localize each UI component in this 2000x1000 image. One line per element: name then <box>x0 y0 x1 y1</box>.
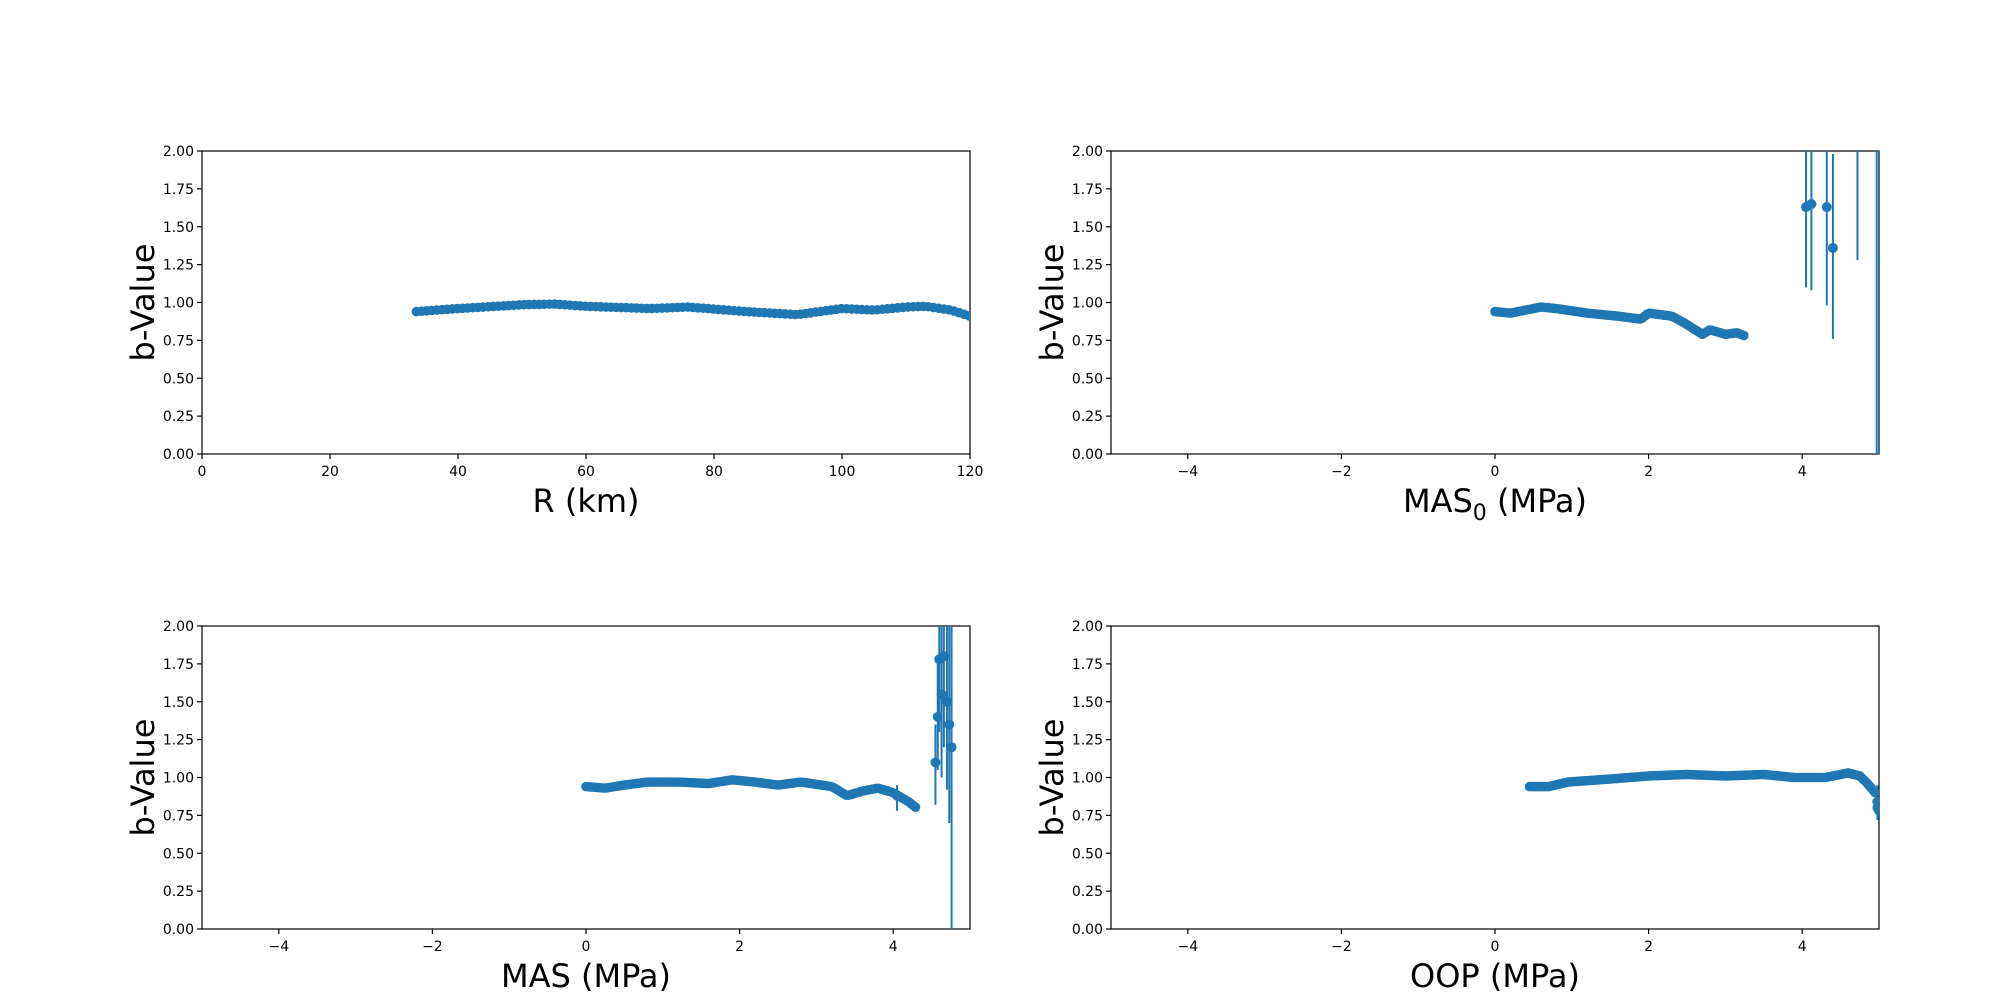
data-point <box>1739 330 1749 341</box>
x-axis-label: MAS0 (MPa) <box>1403 482 1587 526</box>
y-tick-label: 1.25 <box>1072 733 1103 749</box>
y-tick-label: 0.75 <box>163 333 194 349</box>
y-tick-label: 1.50 <box>163 220 194 236</box>
y-tick-label: 1.75 <box>163 657 194 673</box>
y-axis-label: b-Value <box>1033 719 1071 837</box>
x-tick-label: −4 <box>1177 464 1198 480</box>
y-tick-label: 0.25 <box>163 884 194 900</box>
y-tick-label: 1.50 <box>163 695 194 711</box>
y-axis-label: b-Value <box>124 719 162 837</box>
y-tick-label: 1.25 <box>163 258 194 274</box>
data-point <box>1870 787 1879 798</box>
x-tick-label: 2 <box>735 939 744 955</box>
x-tick-label: 2 <box>1644 939 1653 955</box>
y-tick-label: 0.75 <box>1072 808 1103 824</box>
x-tick-label: 4 <box>1798 464 1807 480</box>
x-tick-label: 60 <box>577 464 595 480</box>
x-tick-label: −2 <box>1331 464 1352 480</box>
y-tick-label: 0.75 <box>163 808 194 824</box>
y-tick-label: 0.50 <box>1072 846 1103 862</box>
x-tick-label: 4 <box>1798 939 1807 955</box>
y-tick-label: 2.00 <box>1072 619 1103 635</box>
y-tick-label: 0.00 <box>163 447 194 463</box>
y-tick-label: 0.75 <box>1072 333 1103 349</box>
plot-frame <box>201 625 971 930</box>
y-tick-label: 1.25 <box>1072 258 1103 274</box>
x-tick-label: 80 <box>705 464 723 480</box>
x-tick-label: 120 <box>957 464 984 480</box>
data-point <box>1821 202 1832 213</box>
x-tick-label: 0 <box>1491 939 1500 955</box>
x-tick-label: 0 <box>198 464 207 480</box>
data-series <box>1524 768 1879 820</box>
data-series <box>411 299 970 321</box>
y-tick-label: 1.50 <box>1072 220 1103 236</box>
x-tick-label: −2 <box>1331 939 1352 955</box>
panel-4: 0.00 0.25 0.50 0.75 1.00 1.25 1.50 1.75 2.00 −4 −2… <box>1033 619 1880 995</box>
data-point <box>964 311 970 321</box>
y-tick-label: 0.25 <box>1072 409 1103 425</box>
data-point <box>910 802 921 812</box>
x-tick-label: 2 <box>1644 464 1653 480</box>
x-tick-label: 100 <box>829 464 856 480</box>
y-tick-label: 0.25 <box>1072 884 1103 900</box>
y-tick-label: 2.00 <box>163 619 194 635</box>
y-tick-label: 1.00 <box>163 771 194 787</box>
x-tick-label: 0 <box>582 939 591 955</box>
data-point <box>1827 242 1838 253</box>
x-tick-label: −2 <box>422 939 443 955</box>
y-tick-label: 0.00 <box>1072 922 1103 938</box>
x-axis-label: R (km) <box>532 482 639 520</box>
y-tick-label: 0.25 <box>163 409 194 425</box>
data-point <box>941 696 952 707</box>
y-tick-label: 2.00 <box>163 144 194 160</box>
x-tick-label: 40 <box>449 464 467 480</box>
data-point <box>946 742 957 753</box>
data-series <box>581 626 957 929</box>
y-tick-label: 0.00 <box>163 922 194 938</box>
y-tick-label: 1.00 <box>1072 771 1103 787</box>
x-tick-label: 0 <box>1491 464 1500 480</box>
panel-3: 0.00 0.25 0.50 0.75 1.00 1.25 1.50 1.75 2.00 −4 −2… <box>124 619 971 995</box>
y-tick-label: 0.50 <box>163 846 194 862</box>
x-axis-label: MAS (MPa) <box>501 957 671 995</box>
data-point <box>1874 806 1879 816</box>
data-series <box>1490 151 1879 454</box>
data-point <box>1872 796 1879 807</box>
y-tick-label: 0.50 <box>1072 371 1103 387</box>
y-tick-label: 1.75 <box>1072 657 1103 673</box>
panel-2: 0.00 0.25 0.50 0.75 1.00 1.25 1.50 1.75 2.00 −4 −2… <box>1033 144 1880 526</box>
y-tick-label: 2.00 <box>1072 144 1103 160</box>
plot-frame <box>1110 150 1880 455</box>
y-tick-label: 1.50 <box>1072 695 1103 711</box>
x-tick-label: 20 <box>321 464 339 480</box>
data-point <box>944 719 955 730</box>
y-tick-label: 1.00 <box>163 296 194 312</box>
x-tick-label: −4 <box>268 939 289 955</box>
panel-1: 0.00 0.25 0.50 0.75 1.00 1.25 1.50 1.75 2.00 0 20 4… <box>124 144 983 520</box>
y-tick-label: 1.75 <box>163 182 194 198</box>
y-axis-label: b-Value <box>124 244 162 362</box>
data-point <box>1806 199 1817 210</box>
x-axis-label: OOP (MPa) <box>1410 957 1580 995</box>
y-tick-label: 1.25 <box>163 733 194 749</box>
y-tick-label: 1.00 <box>1072 296 1103 312</box>
x-tick-label: −4 <box>1177 939 1198 955</box>
y-tick-label: 0.00 <box>1072 447 1103 463</box>
x-tick-label: 4 <box>889 939 898 955</box>
y-tick-label: 0.50 <box>163 371 194 387</box>
data-point <box>930 757 941 768</box>
y-tick-label: 1.75 <box>1072 182 1103 198</box>
y-axis-label: b-Value <box>1033 244 1071 362</box>
